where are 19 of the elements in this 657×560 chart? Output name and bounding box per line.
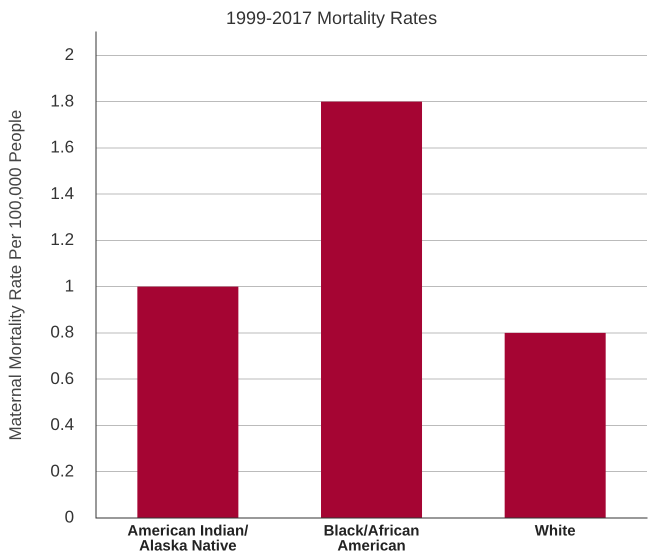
bar [504, 332, 606, 518]
x-tick-label: White [534, 522, 576, 540]
y-tick-label: 1.4 [50, 184, 74, 203]
y-tick-label: 0.8 [50, 322, 74, 342]
x-tick-label: American Indian/ Alaska Native [127, 522, 250, 555]
bar [137, 286, 238, 518]
y-tick-label: 0.6 [50, 368, 74, 388]
y-tick-label: 1 [64, 276, 74, 296]
y-tick-label: 1.2 [50, 230, 74, 250]
bar [321, 102, 422, 518]
y-axis-title: Maternal Mortality Rate Per 100,000 People [6, 110, 25, 440]
y-tick-label: 0.4 [50, 415, 74, 434]
y-tick-label: 0 [64, 508, 74, 527]
y-tick-label: 1.6 [50, 138, 74, 157]
chart-title: 1999-2017 Mortality Rates [226, 8, 438, 28]
y-tick-label: 1.8 [50, 91, 74, 110]
y-tick-label: 2 [64, 45, 74, 64]
x-tick-label: Black/African American [324, 522, 420, 555]
y-tick-label: 0.2 [50, 461, 74, 480]
